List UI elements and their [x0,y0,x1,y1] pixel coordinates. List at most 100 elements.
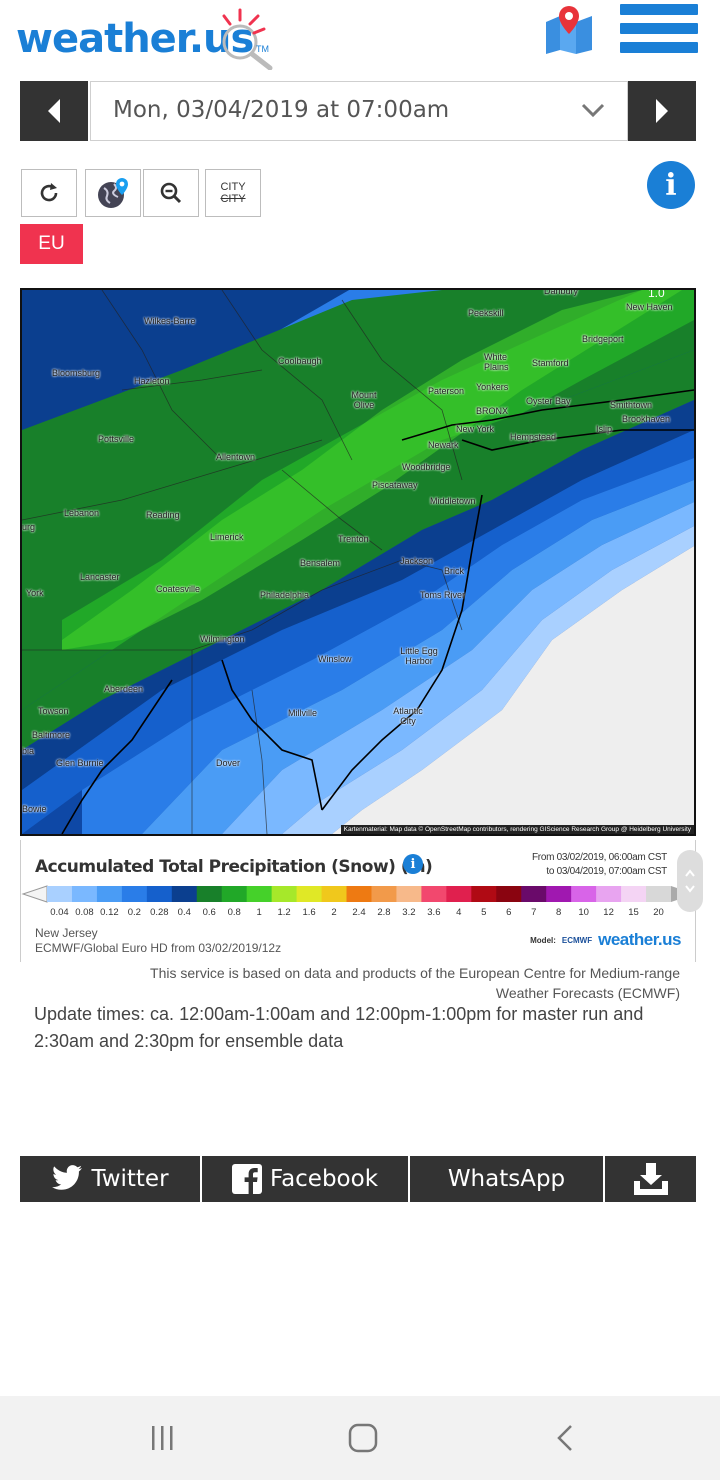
facebook-icon [231,1164,262,1194]
legend-swatch [246,886,273,902]
city-label: BRONX [476,406,509,416]
legend-region: New Jersey [35,926,98,940]
map-corner-value: 1.0 [648,288,665,300]
legend-tick-label: 7 [531,907,537,918]
refresh-icon [40,183,58,202]
model-label: Model: [530,935,556,945]
legend-tick-label: 10 [578,907,589,918]
twitter-share-button[interactable]: Twitter [20,1156,200,1202]
date-value: Mon, 03/04/2019 at 07:00am [113,97,450,123]
zoom-out-button[interactable] [143,169,199,217]
recents-button[interactable] [142,1420,182,1456]
legend-swatch [196,886,223,902]
facebook-label: Facebook [269,1166,379,1192]
city-label: Hazleton [134,376,170,386]
legend-tick-label: 0.28 [150,907,169,918]
legend-tick-label: 12 [603,907,614,918]
city-label: Bensalem [300,558,341,568]
trademark: TM [256,44,269,54]
legend-swatch [296,886,323,902]
info-button[interactable]: i [647,161,695,209]
legend-tick-label: 3.2 [402,907,416,918]
city-label: Toms River [420,590,466,600]
legend-tick-label: 8 [556,907,562,918]
legend-swatch [371,886,397,902]
city-label: Brookhaven [622,414,671,424]
legend-swatch [521,886,547,902]
legend-tick-label: 0.8 [227,907,241,918]
legend-swatch [596,886,622,902]
city-label: Bowie [22,804,47,814]
city-label: York [26,588,44,598]
legend-swatch [71,886,98,902]
region-eu-button[interactable]: EU [20,224,83,264]
whatsapp-share-button[interactable]: WhatsApp [410,1156,603,1202]
legend-range-from: From 03/02/2019, 06:00am CST [531,852,667,863]
download-button[interactable] [605,1156,696,1202]
twitter-label: Twitter [91,1166,169,1192]
share-bar: Twitter Facebook WhatsApp [20,1156,696,1202]
legend-tick-label: 6 [506,907,512,918]
whatsapp-label: WhatsApp [447,1166,566,1192]
map-pin-icon [546,6,592,54]
refresh-button[interactable] [21,169,77,217]
legend-swatch [471,886,497,902]
legend-tick-label: 5 [481,907,487,918]
city-label: Middletown [430,496,476,506]
ecmwf-notice: This service is based on data and produc… [60,963,680,1003]
precipitation-legend: Accumulated Total Precipitation (Snow) (… [20,840,703,962]
legend-title: Accumulated Total Precipitation (Snow) (… [35,857,433,877]
city-label: White Plains [484,352,509,372]
previous-date-button[interactable] [20,81,88,141]
legend-tick-label: 1.6 [302,907,316,918]
city-label: Aberdeen [104,684,144,694]
home-button[interactable] [343,1420,383,1456]
legend-tick-label: 0.4 [177,907,191,918]
map-attribution: Kartenmaterial: Map data © OpenStreetMap… [340,825,694,834]
city-label: Bloomsburg [52,368,101,378]
globe-location-button[interactable] [85,169,141,217]
legend-swatch [346,886,372,902]
city-label: Danbury [544,288,579,296]
next-date-button[interactable] [628,81,696,141]
arrow-right-icon [656,99,668,123]
city-label: Baltimore [32,730,71,740]
hamburger-line-3 [620,42,698,53]
recents-icon [152,1426,173,1450]
legend-swatch [121,886,148,902]
city-label: Wilmington [200,634,245,644]
weather-us-logo[interactable]: weather.us TM [16,6,286,70]
legend-info-icon[interactable]: i [403,854,423,874]
legend-time-range: From 03/02/2019, 06:00am CST to 03/04/20… [532,851,667,879]
legend-swatch [546,886,572,902]
update-times-note: Update times: ca. 12:00am-1:00am and 12:… [34,1004,644,1051]
precipitation-map[interactable]: Danbury Wilkes-Barre Peekskill New Haven… [20,288,696,836]
legend-swatch [96,886,123,902]
date-dropdown[interactable]: Mon, 03/04/2019 at 07:00am [90,81,628,141]
legend-tick-label: 0.6 [202,907,216,918]
legend-swatch [446,886,472,902]
city-label: Towson [38,706,69,716]
map-location-button[interactable] [542,4,598,56]
legend-swatch [421,886,447,902]
legend-tick-label: 0.04 [50,907,69,918]
menu-button[interactable] [620,4,698,58]
facebook-share-button[interactable]: Facebook [202,1156,408,1202]
twitter-icon [52,1165,83,1190]
legend-tick-label: 1 [256,907,262,918]
city-label: Mount Olive [351,390,377,410]
legend-tick-label: 2 [331,907,337,918]
back-button[interactable] [545,1420,585,1456]
back-icon [557,1425,572,1451]
city-label: Bridgeport [582,334,624,344]
legend-tick-label: 0.12 [100,907,119,918]
city-label: Glen Burnie [56,758,104,768]
legend-color-scale [21,885,695,903]
legend-tick-label: 20 [653,907,664,918]
legend-cap-left [21,885,48,903]
city-label: Wilkes-Barre [144,316,196,326]
legend-scroll-handle[interactable] [677,850,703,912]
city-toggle-button[interactable]: CITY CITY [205,169,261,217]
city-label: Allentown [216,452,256,462]
legend-tick-label: 3.6 [427,907,441,918]
